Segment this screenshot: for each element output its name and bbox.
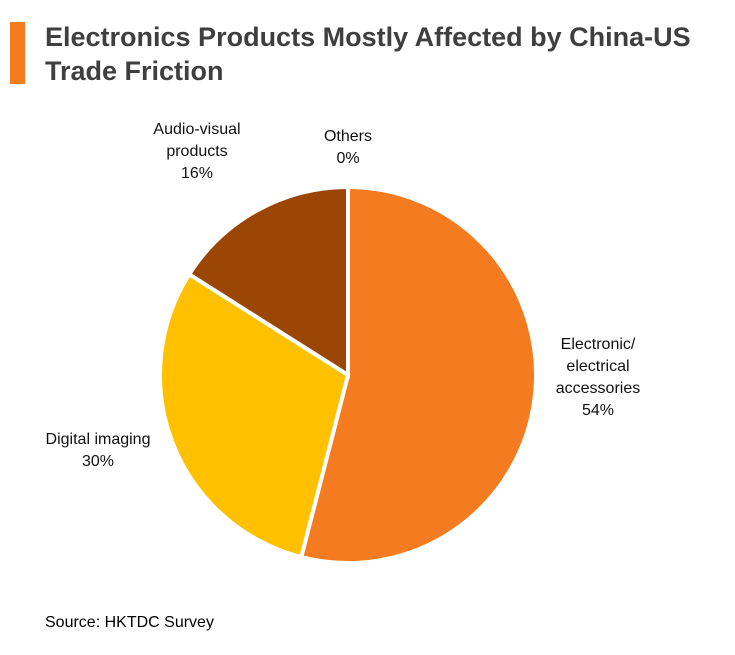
pie-label-line-audio-visual-products: Audio-visual xyxy=(153,121,240,138)
pie-label-others: Others 0% xyxy=(324,128,372,167)
chart-title: Electronics Products Mostly Affected by … xyxy=(45,20,725,88)
pie-slice-audio-visual-products xyxy=(186,184,350,379)
pie-label-line-digital-imaging: Digital imaging xyxy=(46,431,151,448)
title-accent-bar xyxy=(10,22,25,84)
pie-value-audio-visual-products: 16% xyxy=(181,165,213,182)
pie-label-line-audio-visual-products: products xyxy=(166,143,227,160)
chart-title-line-2: Trade Friction xyxy=(45,56,224,86)
pie-slice-digital-imaging xyxy=(158,271,351,560)
pie-value-electronic-electrical-accessories: 54% xyxy=(582,402,614,419)
pie-label-audio-visual-products: Audio-visual products 16% xyxy=(153,121,240,182)
pie-chart: Electronic/electrical accessories 54% Digit… xyxy=(46,121,640,565)
pie-slice-electronic-electrical-accessories xyxy=(298,184,538,565)
pie-value-digital-imaging: 30% xyxy=(82,453,114,470)
pie-label-line-electronic-electrical-accessories: Electronic/ xyxy=(561,336,636,353)
pie-value-others: 0% xyxy=(336,150,359,167)
chart-title-line-1: Electronics Products Mostly Affected by … xyxy=(45,22,691,52)
source-note: Source: HKTDC Survey xyxy=(45,614,214,631)
pie-label-digital-imaging: Digital imaging 30% xyxy=(46,431,151,470)
pie-label-line-electronic-electrical-accessories: electrical xyxy=(566,358,629,375)
pie-label-electronic-electrical-accessories: Electronic/electrical accessories 54% xyxy=(556,336,640,419)
pie-label-line-others: Others xyxy=(324,128,372,145)
pie-label-line-electronic-electrical-accessories: accessories xyxy=(556,380,640,397)
